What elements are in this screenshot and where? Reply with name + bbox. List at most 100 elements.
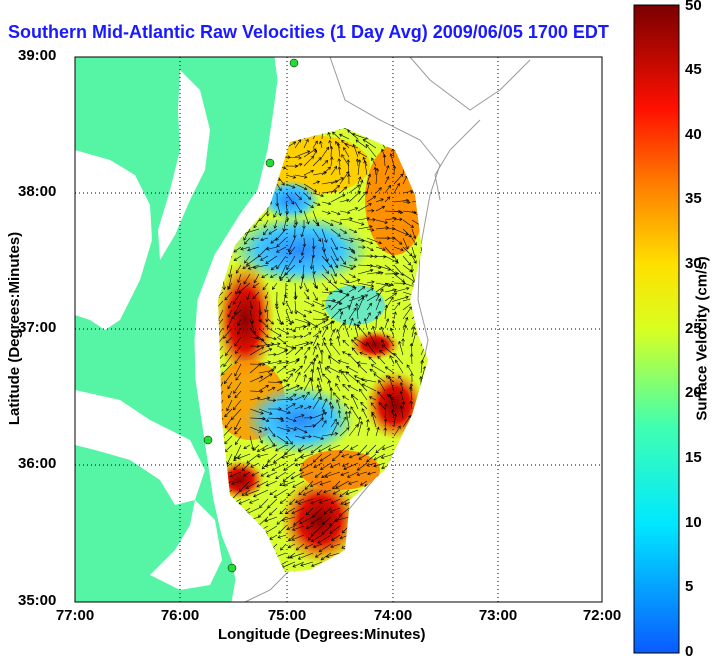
velocity-arrow xyxy=(307,534,314,541)
grid-lines xyxy=(75,57,602,602)
velocity-arrow xyxy=(252,444,260,451)
velocity-arrow xyxy=(270,237,278,244)
velocity-arrow xyxy=(292,480,305,488)
velocity-arrow xyxy=(377,391,386,401)
velocity-arrow xyxy=(282,480,296,487)
velocity-arrow xyxy=(378,349,386,356)
velocity-arrow xyxy=(348,273,356,278)
velocity-arrow xyxy=(373,453,386,461)
velocity-arrow xyxy=(303,192,312,200)
velocity-arrow xyxy=(384,184,392,194)
velocity-arrow xyxy=(312,180,321,185)
x-tick-label: 73:00 xyxy=(478,607,518,624)
velocity-arrow xyxy=(345,366,359,374)
velocity-arrow xyxy=(330,194,346,203)
velocity-arrow xyxy=(348,317,354,329)
velocity-arrow xyxy=(325,552,341,558)
velocity-arrow xyxy=(238,498,251,505)
velocity-arrow xyxy=(233,300,242,315)
velocity-arrow xyxy=(249,375,264,383)
velocity-arrow xyxy=(282,291,287,306)
velocity-arrow xyxy=(285,373,293,383)
velocity-arrow xyxy=(366,462,377,467)
velocity-arrow xyxy=(285,368,296,374)
velocity-arrow xyxy=(339,198,350,203)
velocity-arrow xyxy=(253,273,260,284)
velocity-arrow xyxy=(261,462,269,470)
velocity-arrow xyxy=(357,444,368,456)
velocity-arrow xyxy=(274,291,279,307)
velocity-arrow xyxy=(294,341,310,347)
velocity-arrow xyxy=(267,398,277,403)
velocity-arrow xyxy=(333,128,350,131)
velocity-arrow xyxy=(366,228,375,232)
velocity-arrow xyxy=(360,480,368,486)
velocity-arrow xyxy=(332,480,341,490)
velocity-arrow xyxy=(321,398,328,410)
velocity-arrow xyxy=(350,406,359,419)
velocity-arrow xyxy=(341,453,350,458)
velocity-arrow xyxy=(389,153,395,167)
velocity-arrow xyxy=(393,217,403,222)
velocity-arrow xyxy=(287,273,296,283)
velocity-arrow xyxy=(357,151,368,158)
velocity-arrow xyxy=(303,424,317,428)
velocity-arrow xyxy=(339,255,346,265)
velocity-arrow xyxy=(366,173,372,185)
velocity-arrow xyxy=(223,372,233,385)
velocity-arrow xyxy=(259,498,269,509)
velocity-arrow xyxy=(323,489,332,494)
radar-station xyxy=(203,435,213,445)
velocity-arrow xyxy=(382,154,387,167)
velocity-arrow xyxy=(269,273,278,278)
velocity-arrow xyxy=(218,318,224,330)
velocity-arrow xyxy=(257,246,269,258)
velocity-arrow xyxy=(249,389,264,394)
velocity-arrow xyxy=(341,371,350,383)
velocity-arrow xyxy=(247,264,260,270)
velocity-arrow xyxy=(365,418,370,428)
velocity-arrow xyxy=(294,150,311,158)
velocity-arrow xyxy=(258,348,273,356)
velocity-arrow xyxy=(381,444,395,451)
velocity-arrow xyxy=(276,349,288,356)
velocity-arrow xyxy=(346,471,359,478)
velocity-arrow xyxy=(330,300,343,305)
velocity-arrow xyxy=(330,300,341,311)
velocity-arrow xyxy=(303,416,313,420)
velocity-arrow xyxy=(324,471,341,478)
velocity-arrow xyxy=(398,375,404,383)
velocity-arrow xyxy=(276,255,287,270)
velocity-arrow xyxy=(339,264,354,270)
velocity-arrow xyxy=(330,165,338,176)
velocity-arrow xyxy=(402,237,409,250)
velocity-arrow xyxy=(258,408,273,415)
velocity-arrow xyxy=(235,372,242,381)
velocity-arrow xyxy=(294,357,300,365)
velocity-arrow xyxy=(227,381,233,390)
velocity-arrow xyxy=(312,219,320,227)
velocity-arrow xyxy=(249,363,262,374)
velocity-arrow xyxy=(294,405,304,410)
velocity-arrow xyxy=(258,385,270,392)
velocity-arrow xyxy=(371,413,377,428)
velocity-arrow xyxy=(341,154,350,167)
velocity-arrow xyxy=(411,246,417,259)
colorbar-tick: 30 xyxy=(685,255,702,272)
velocity-arrow xyxy=(323,342,332,356)
velocity-arrow xyxy=(321,373,332,383)
velocity-arrow xyxy=(253,219,260,229)
velocity-arrow xyxy=(287,489,296,497)
velocity-arrow xyxy=(321,219,334,226)
velocity-arrow xyxy=(350,394,359,410)
velocity-arrow xyxy=(249,327,259,339)
velocity-arrow xyxy=(249,426,262,433)
velocity-arrow xyxy=(318,498,332,504)
velocity-arrow xyxy=(262,228,269,236)
velocity-arrow xyxy=(321,210,331,215)
x-tick-label: 75:00 xyxy=(267,607,307,624)
velocity-arrow xyxy=(321,282,329,291)
velocity-arrow xyxy=(300,246,305,256)
velocity-arrow xyxy=(285,403,296,410)
velocity-arrow xyxy=(386,335,395,347)
